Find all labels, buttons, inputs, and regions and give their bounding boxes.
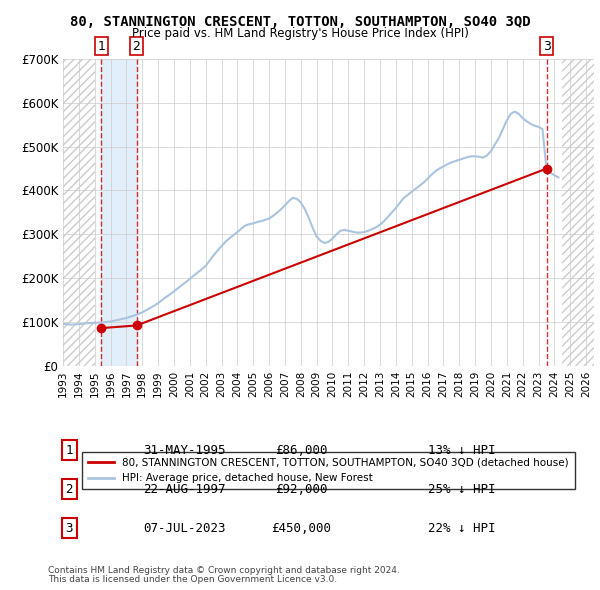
Bar: [562, 59, 594, 366]
Text: 22% ↓ HPI: 22% ↓ HPI: [428, 522, 496, 535]
Text: 25% ↓ HPI: 25% ↓ HPI: [428, 483, 496, 496]
Text: 22-AUG-1997: 22-AUG-1997: [143, 483, 226, 496]
Text: Price paid vs. HM Land Registry's House Price Index (HPI): Price paid vs. HM Land Registry's House …: [131, 27, 469, 40]
Bar: [63, 59, 95, 366]
Text: Contains HM Land Registry data © Crown copyright and database right 2024.: Contains HM Land Registry data © Crown c…: [48, 566, 400, 575]
Bar: [63, 59, 95, 366]
Text: 1: 1: [97, 40, 105, 53]
Text: £86,000: £86,000: [275, 444, 328, 457]
Text: 80, STANNINGTON CRESCENT, TOTTON, SOUTHAMPTON, SO40 3QD: 80, STANNINGTON CRESCENT, TOTTON, SOUTHA…: [70, 15, 530, 29]
Text: 31-MAY-1995: 31-MAY-1995: [143, 444, 226, 457]
Text: 13% ↓ HPI: 13% ↓ HPI: [428, 444, 496, 457]
Legend: 80, STANNINGTON CRESCENT, TOTTON, SOUTHAMPTON, SO40 3QD (detached house), HPI: A: 80, STANNINGTON CRESCENT, TOTTON, SOUTHA…: [82, 452, 575, 490]
Text: £92,000: £92,000: [275, 483, 328, 496]
Text: 3: 3: [65, 522, 73, 535]
Text: 2: 2: [133, 40, 140, 53]
Text: 2: 2: [65, 483, 73, 496]
Bar: [101, 59, 137, 366]
Text: This data is licensed under the Open Government Licence v3.0.: This data is licensed under the Open Gov…: [48, 575, 337, 584]
Text: 1: 1: [65, 444, 73, 457]
Text: 07-JUL-2023: 07-JUL-2023: [143, 522, 226, 535]
Text: 3: 3: [542, 40, 551, 53]
Bar: [562, 59, 594, 366]
Text: £450,000: £450,000: [271, 522, 331, 535]
